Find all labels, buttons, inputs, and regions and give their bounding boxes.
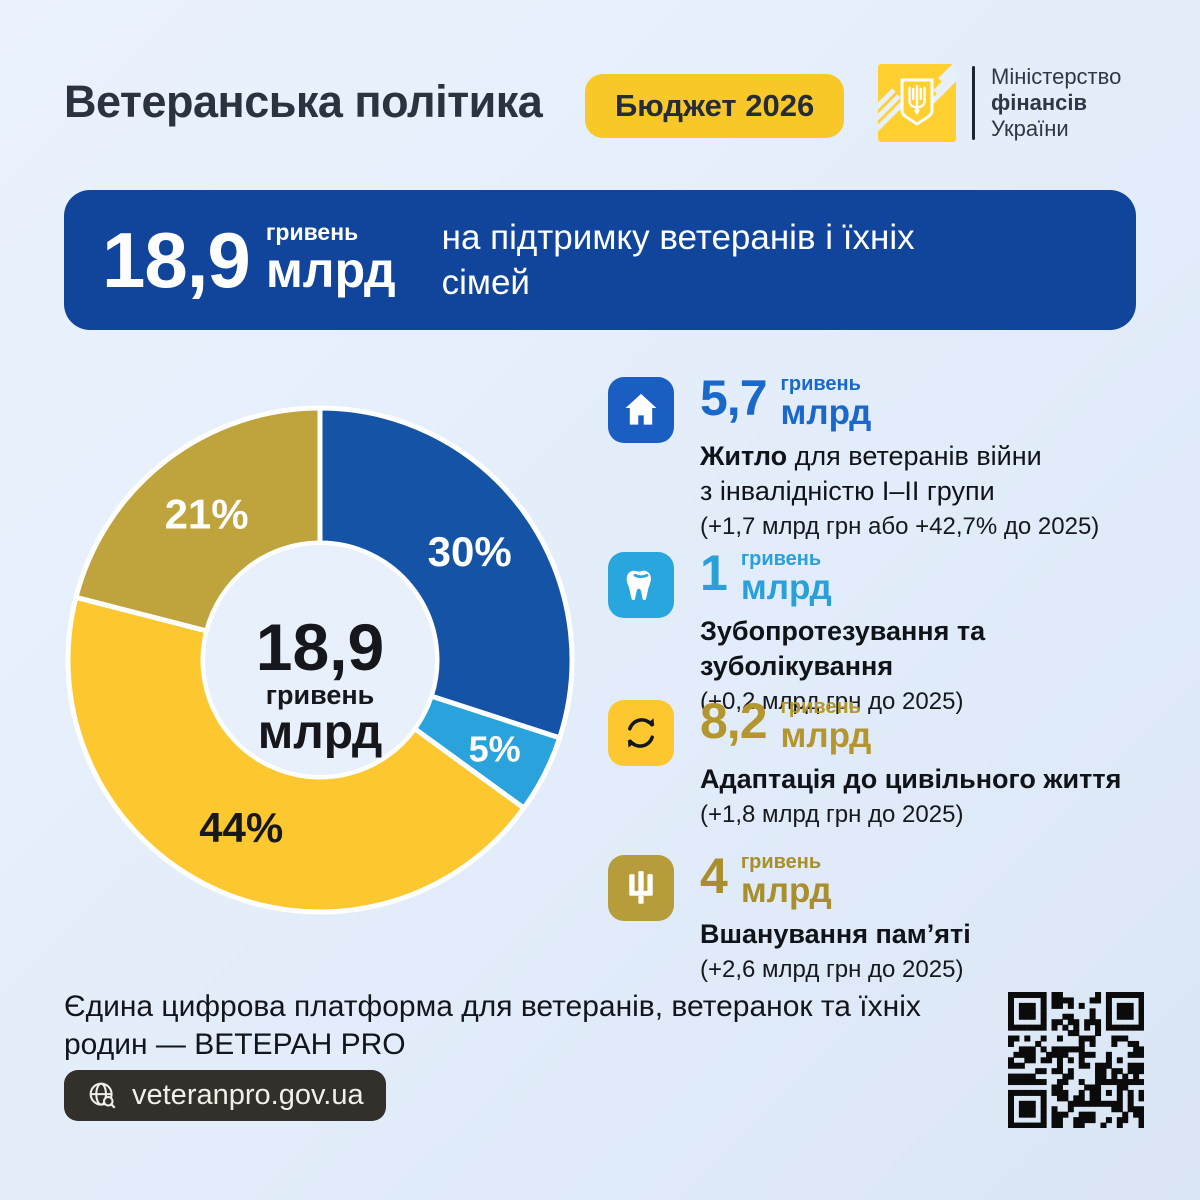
donut-hole: [205, 545, 435, 775]
donut-percent-label-3: 44%: [199, 804, 283, 851]
item-note: (+0,2 млрд грн до 2025): [700, 687, 964, 715]
page-title: Ветеранська політика: [64, 76, 543, 127]
item-note: (+1,8 млрд грн до 2025): [700, 800, 964, 828]
trident-icon: [608, 855, 674, 921]
budget-item-2: 1 гривень млрд Зубопротезування та зубол…: [608, 548, 1168, 716]
budget-item-4: 4 гривень млрд Вшанування пам’яті (+2,6 …: [608, 851, 1168, 984]
ministry-name-line3: України: [991, 115, 1069, 141]
item-unit-scale: млрд: [780, 393, 872, 432]
ministry-name-line1: Міністерство: [991, 64, 1122, 90]
donut-center-unit-scale: млрд: [258, 706, 383, 759]
ministry-name: Міністерство фінансів України: [991, 64, 1121, 142]
house-icon: [608, 377, 674, 443]
adaptation-cycle-icon: [608, 700, 674, 766]
url-pill[interactable]: veteranpro.gov.ua: [64, 1070, 386, 1121]
donut-slice-3: [65, 594, 527, 915]
item-amount: 4: [700, 848, 728, 904]
donut-slice-4: [73, 405, 323, 634]
donut-center-unit-currency: гривень: [266, 680, 375, 710]
item-note: (+1,7 млрд грн або +42,7% до 2025): [700, 512, 1100, 540]
qr-code: [1008, 992, 1144, 1128]
item-title: Житло для ветеранів війни з інвалідністю…: [700, 440, 1042, 506]
item-unit-currency: гривень: [740, 851, 822, 873]
url-label: veteranpro.gov.ua: [132, 1079, 364, 1111]
donut-percent-label-4: 21%: [165, 490, 249, 537]
platform-description: Єдина цифрова платформа для ветеранів, в…: [64, 990, 921, 1062]
item-unit-scale: млрд: [780, 716, 872, 755]
ministry-divider: [972, 66, 975, 140]
donut-percent-label-2: 5%: [469, 728, 521, 769]
donut-slice-1: [317, 405, 575, 741]
item-unit-scale: млрд: [740, 568, 832, 607]
item-unit-scale: млрд: [740, 871, 832, 910]
ministry-name-line2: фінансів: [991, 90, 1088, 116]
budget-2026-badge: Бюджет 2026: [585, 74, 845, 138]
item-amount: 8,2: [700, 693, 768, 749]
item-amount: 5,7: [700, 370, 768, 426]
ministry-emblem-icon: [878, 64, 956, 142]
total-amount: 18,9: [102, 215, 251, 304]
item-title: Вшанування пам’яті: [700, 918, 971, 949]
globe-search-icon: [89, 1082, 116, 1109]
total-budget-banner: 18,9 гривень млрд на підтримку ветеранів…: [64, 190, 1136, 330]
donut-center-value: 18,9: [256, 610, 384, 684]
tooth-icon: [608, 552, 674, 618]
item-title: Зубопротезування та зуболікування: [700, 615, 986, 681]
item-title: Адаптація до цивільного життя: [700, 763, 1122, 794]
budget-item-1: 5,7 гривень млрд Житло для ветеранів вій…: [608, 373, 1168, 541]
item-unit-currency: гривень: [780, 373, 861, 395]
item-unit-currency: гривень: [740, 548, 822, 570]
total-amount-unit: гривень млрд: [265, 218, 396, 300]
item-note: (+2,6 млрд грн до 2025): [700, 955, 964, 983]
total-unit-currency: гривень: [265, 218, 359, 245]
item-unit-currency: гривень: [780, 696, 861, 718]
total-unit-scale: млрд: [265, 242, 396, 299]
total-description: на підтримку ветеранів і їхніх сімей: [441, 217, 915, 303]
ministry-of-finance-logo: Міністерство фінансів України: [878, 64, 1121, 142]
budget-item-3: 8,2 гривень млрд Адаптація до цивільного…: [608, 696, 1168, 829]
item-amount: 1: [700, 545, 728, 601]
donut-percent-label-1: 30%: [428, 528, 512, 575]
